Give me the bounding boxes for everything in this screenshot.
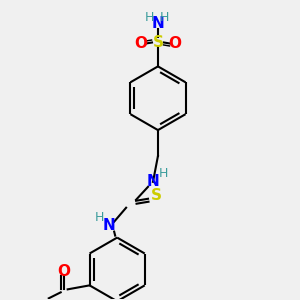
- Text: S: S: [151, 188, 161, 203]
- Text: O: O: [134, 36, 148, 51]
- Text: S: S: [152, 35, 164, 50]
- Text: O: O: [57, 264, 70, 279]
- Text: N: N: [152, 16, 164, 31]
- Text: N: N: [147, 174, 159, 189]
- Text: H: H: [158, 167, 168, 180]
- Text: N: N: [103, 218, 116, 233]
- Text: O: O: [168, 36, 182, 51]
- Text: H: H: [160, 11, 170, 24]
- Text: H: H: [94, 211, 104, 224]
- Text: H: H: [144, 11, 154, 24]
